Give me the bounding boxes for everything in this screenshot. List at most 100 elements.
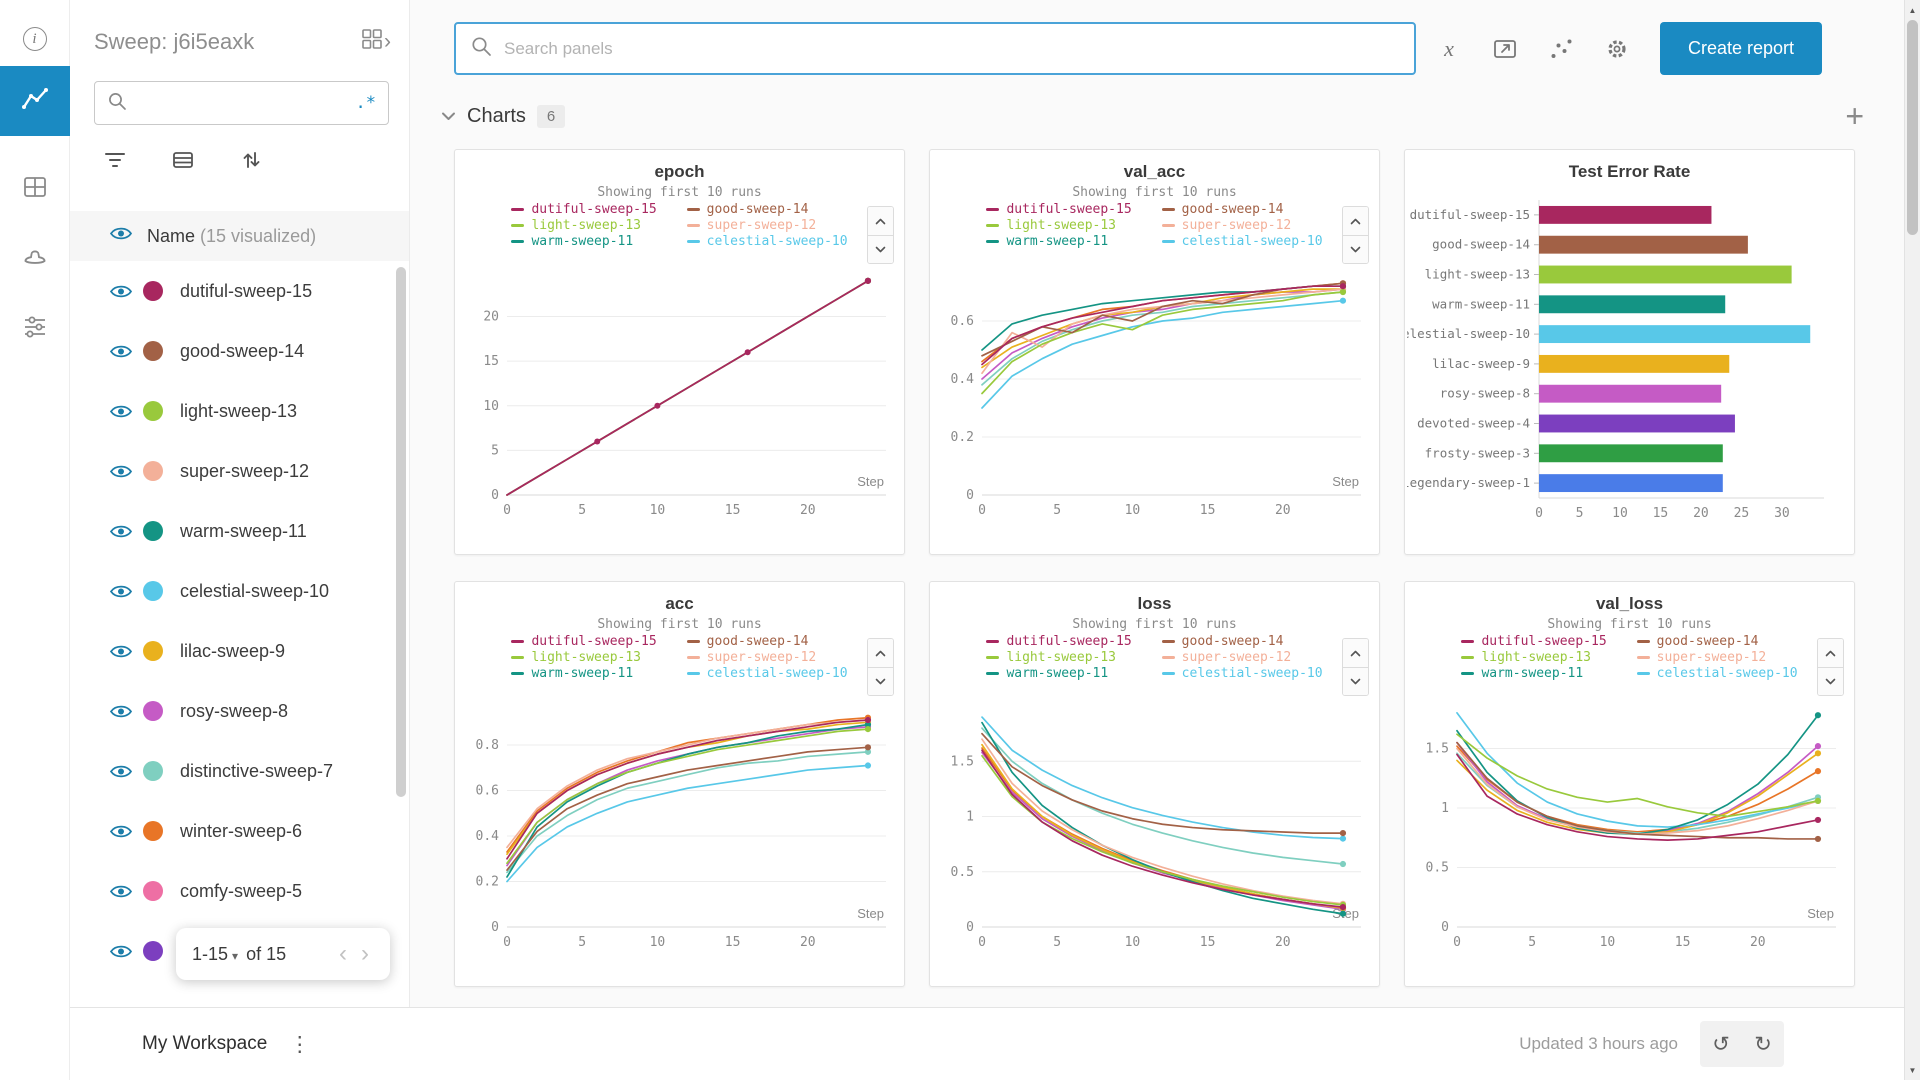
- sidebar-scrollbar[interactable]: [396, 267, 406, 797]
- chart-canvas[interactable]: 0 0.2 0.4 0.6 0.8 0 5 10 15 20 Step: [457, 683, 902, 959]
- run-search-input[interactable]: [136, 93, 347, 113]
- scroll-down-arrow[interactable]: ▼: [1908, 1065, 1917, 1075]
- legend-scroll-down-button[interactable]: [1343, 235, 1368, 263]
- run-row[interactable]: good-sweep-14: [70, 321, 409, 381]
- run-row[interactable]: warm-sweep-11: [70, 501, 409, 561]
- workspace-menu-kebab-icon[interactable]: ⋮: [283, 1031, 316, 1058]
- settings-gear-icon[interactable]: [1604, 36, 1630, 62]
- export-panel-icon[interactable]: [1492, 36, 1518, 62]
- legend-scroll-down-button[interactable]: [1343, 667, 1368, 695]
- chart-canvas[interactable]: 0 5 10 15 20 0 5 10 15 20 Step: [457, 251, 902, 527]
- nav-tables[interactable]: [0, 154, 70, 224]
- section-title[interactable]: Charts: [467, 104, 526, 127]
- redo-icon[interactable]: ↻: [1742, 1021, 1784, 1067]
- nav-sweeps[interactable]: [0, 224, 70, 294]
- legend-entry: light-sweep-13: [511, 650, 656, 665]
- panel-search-box[interactable]: [454, 22, 1416, 75]
- run-search-box[interactable]: .*: [94, 81, 389, 125]
- legend-scroll-up-button[interactable]: [1818, 639, 1843, 667]
- run-name[interactable]: warm-sweep-11: [180, 520, 307, 541]
- legend-scroll-down-button[interactable]: [868, 235, 893, 263]
- latex-expression-icon[interactable]: x: [1444, 35, 1454, 61]
- scroll-up-arrow[interactable]: ▲: [1908, 5, 1917, 15]
- run-name[interactable]: rosy-sweep-8: [180, 700, 289, 721]
- nav-charts-workspace[interactable]: [0, 66, 70, 136]
- visibility-eye-icon[interactable]: [109, 643, 135, 660]
- filter-icon[interactable]: [102, 147, 128, 173]
- run-row[interactable]: distinctive-sweep-7: [70, 741, 409, 801]
- legend-scroll-up-button[interactable]: [868, 639, 893, 667]
- chart-panel-epoch[interactable]: epoch Showing first 10 runs dutiful-sweep-…: [454, 149, 905, 555]
- visibility-eye-icon[interactable]: [109, 283, 135, 300]
- run-name[interactable]: super-sweep-12: [180, 460, 310, 481]
- run-row[interactable]: winter-sweep-6: [70, 801, 409, 861]
- run-row[interactable]: super-sweep-12: [70, 441, 409, 501]
- undo-icon[interactable]: ↺: [1700, 1021, 1742, 1067]
- visibility-eye-icon[interactable]: [109, 403, 135, 420]
- page-range[interactable]: 1-15: [192, 943, 229, 964]
- legend-entry: warm-sweep-11: [986, 234, 1131, 249]
- workspace-label[interactable]: My Workspace: [142, 1033, 268, 1054]
- visibility-eye-icon[interactable]: [109, 225, 133, 247]
- visibility-eye-icon[interactable]: [109, 703, 135, 720]
- chart-canvas[interactable]: 0 0.2 0.4 0.6 0 5 10 15 20 Step: [932, 251, 1377, 527]
- chart-canvas[interactable]: dutiful-sweep-15 good-sweep-14 light-sweep…: [1407, 184, 1852, 534]
- legend-entry: good-sweep-14: [686, 202, 848, 217]
- svg-text:10: 10: [650, 935, 666, 950]
- legend-scroll-down-button[interactable]: [1818, 667, 1843, 695]
- run-row[interactable]: comfy-sweep-5: [70, 861, 409, 921]
- columns-icon[interactable]: [170, 147, 196, 173]
- regex-toggle[interactable]: .*: [355, 93, 376, 113]
- visibility-eye-icon[interactable]: [109, 583, 135, 600]
- visibility-eye-icon[interactable]: [109, 883, 135, 900]
- visibility-eye-icon[interactable]: [109, 943, 135, 960]
- run-row[interactable]: celestial-sweep-10: [70, 561, 409, 621]
- create-report-button[interactable]: Create report: [1660, 22, 1823, 75]
- run-name[interactable]: comfy-sweep-5: [180, 880, 303, 901]
- visibility-eye-icon[interactable]: [109, 823, 135, 840]
- prev-page-button[interactable]: ‹: [334, 942, 352, 966]
- run-name[interactable]: good-sweep-14: [180, 340, 305, 361]
- chart-panel-test_error_rate[interactable]: Test Error Rate dutiful-sweep-15 good-swee…: [1404, 149, 1855, 555]
- sweep-hat-icon: [22, 244, 48, 275]
- next-page-button[interactable]: ›: [356, 942, 374, 966]
- legend-scroll-up-button[interactable]: [1343, 207, 1368, 235]
- run-row[interactable]: rosy-sweep-8: [70, 681, 409, 741]
- run-name[interactable]: dutiful-sweep-15: [180, 280, 313, 301]
- run-name[interactable]: distinctive-sweep-7: [180, 760, 334, 781]
- sidebar-collapse-button[interactable]: ›: [361, 28, 391, 55]
- visibility-eye-icon[interactable]: [109, 523, 135, 540]
- run-name[interactable]: lilac-sweep-9: [180, 640, 286, 661]
- run-row[interactable]: light-sweep-13: [70, 381, 409, 441]
- svg-text:15: 15: [1653, 506, 1669, 521]
- legend-scroll-up-button[interactable]: [1343, 639, 1368, 667]
- page-scrollbar[interactable]: ▲ ▼: [1904, 0, 1920, 1080]
- nav-run-controls[interactable]: [0, 294, 70, 364]
- legend-color-dash: [686, 640, 700, 643]
- visibility-eye-icon[interactable]: [109, 463, 135, 480]
- run-row[interactable]: dutiful-sweep-15: [70, 261, 409, 321]
- chart-panel-val_acc[interactable]: val_acc Showing first 10 runs dutiful-swee…: [929, 149, 1380, 555]
- section-collapse-chevron[interactable]: [441, 111, 456, 121]
- visibility-eye-icon[interactable]: [109, 343, 135, 360]
- chart-panel-val_loss[interactable]: val_loss Showing first 10 runs dutiful-swe…: [1404, 581, 1855, 987]
- run-name[interactable]: winter-sweep-6: [180, 820, 303, 841]
- run-row[interactable]: lilac-sweep-9: [70, 621, 409, 681]
- chart-panel-loss[interactable]: loss Showing first 10 runs dutiful-sweep-1…: [929, 581, 1380, 987]
- scrollbar-thumb[interactable]: [1907, 20, 1918, 235]
- run-name[interactable]: celestial-sweep-10: [180, 580, 330, 601]
- visibility-eye-icon[interactable]: [109, 763, 135, 780]
- sort-icon[interactable]: [238, 147, 264, 173]
- scatter-plot-icon[interactable]: [1548, 36, 1574, 62]
- svg-text:warm-sweep-11: warm-sweep-11: [1432, 296, 1530, 311]
- run-name[interactable]: light-sweep-13: [180, 400, 298, 421]
- legend-scroll-up-button[interactable]: [868, 207, 893, 235]
- chart-panel-acc[interactable]: acc Showing first 10 runs dutiful-sweep-15…: [454, 581, 905, 987]
- panel-search-input[interactable]: [502, 37, 1400, 60]
- runs-column-header[interactable]: Name (15 visualized): [70, 211, 409, 261]
- add-panel-button[interactable]: +: [1839, 99, 1870, 133]
- legend-scroll-down-button[interactable]: [868, 667, 893, 695]
- info-icon[interactable]: i: [0, 12, 70, 66]
